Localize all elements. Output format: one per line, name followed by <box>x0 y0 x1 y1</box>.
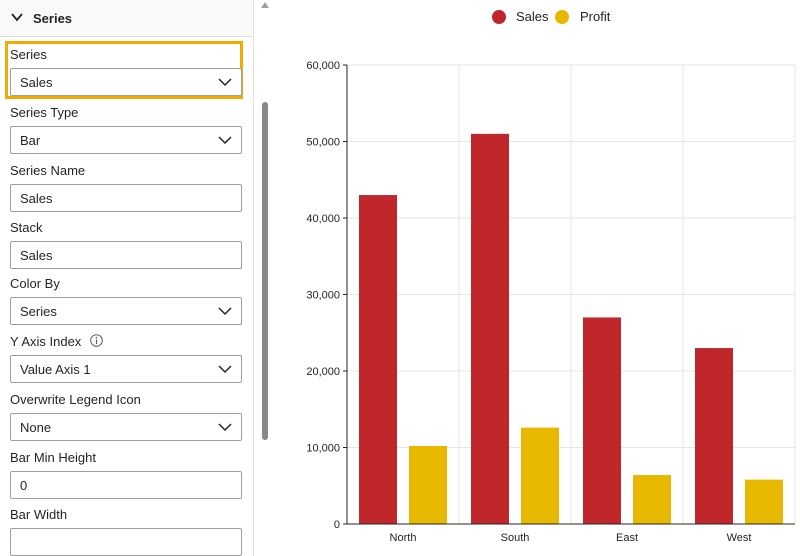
series-dropdown[interactable]: Sales <box>10 68 242 96</box>
y-tick-label: 30,000 <box>306 290 340 302</box>
legend-profit-swatch <box>555 10 569 24</box>
legend-sales-swatch <box>492 10 506 24</box>
chart-container: Sales Profit 0 10,000 20,000 30,000 40,000 50… <box>275 0 800 556</box>
series-type-label: Series Type <box>10 105 79 120</box>
y-axis-index-value: Value Axis 1 <box>20 362 91 377</box>
info-icon[interactable] <box>90 334 103 347</box>
bar-sales-south <box>471 133 509 524</box>
bar-width-label: Bar Width <box>10 507 68 522</box>
scroll-up-arrow-icon[interactable] <box>261 2 269 8</box>
bar-profit-south <box>521 427 559 524</box>
chevron-down-icon <box>218 423 232 432</box>
y-tick-label: 60,000 <box>306 60 340 72</box>
bar-min-height-value: 0 <box>20 478 28 493</box>
bar-sales-north <box>359 195 397 525</box>
stack-input[interactable]: Sales <box>10 241 242 269</box>
series-label: Series <box>10 47 47 62</box>
chevron-down-icon <box>218 136 232 145</box>
bar-sales-west <box>695 348 733 524</box>
bar-profit-west <box>745 479 783 524</box>
y-axis-index-dropdown[interactable]: Value Axis 1 <box>10 355 242 383</box>
chevron-down-icon[interactable] <box>10 10 24 24</box>
scrollbar-thumb[interactable] <box>262 102 268 440</box>
legend-profit-label[interactable]: Profit <box>580 9 611 24</box>
stack-value: Sales <box>20 248 53 263</box>
y-tick-label: 0 <box>334 519 340 531</box>
x-tick-label: South <box>501 532 530 544</box>
x-tick-label: West <box>727 532 752 544</box>
series-dropdown-value: Sales <box>20 75 53 90</box>
overwrite-legend-icon-value: None <box>20 420 52 435</box>
section-title: Series <box>33 11 73 26</box>
x-tick-label: North <box>390 532 417 544</box>
y-tick-label: 10,000 <box>306 443 340 455</box>
bar-min-height-label: Bar Min Height <box>10 450 96 465</box>
bar-chart: 0 10,000 20,000 30,000 40,000 50,000 60,000 Nor… <box>306 60 796 544</box>
overwrite-legend-icon-dropdown[interactable]: None <box>10 413 242 441</box>
overwrite-legend-icon-label: Overwrite Legend Icon <box>10 392 141 407</box>
x-tick-label: East <box>616 532 638 544</box>
chevron-down-icon <box>218 307 232 316</box>
series-name-input[interactable]: Sales <box>10 184 242 212</box>
chevron-down-icon <box>218 365 232 374</box>
bar-sales-east <box>583 317 621 524</box>
bar-width-input[interactable] <box>10 528 242 556</box>
color-by-dropdown[interactable]: Series <box>10 297 242 325</box>
bar-profit-north <box>409 445 447 524</box>
y-tick-label: 40,000 <box>306 213 340 225</box>
series-name-label: Series Name <box>10 163 86 178</box>
color-by-value: Series <box>20 304 57 319</box>
chevron-down-icon <box>218 78 232 87</box>
series-section-header[interactable]: Series <box>0 0 252 37</box>
series-settings-panel: Series Series Sales Series Type Bar Seri… <box>0 0 254 556</box>
y-axis-index-label: Y Axis Index <box>10 334 82 349</box>
series-name-value: Sales <box>20 191 53 206</box>
y-tick-label: 20,000 <box>306 366 340 378</box>
series-type-value: Bar <box>20 133 41 148</box>
series-type-dropdown[interactable]: Bar <box>10 126 242 154</box>
bar-profit-east <box>633 475 671 524</box>
bar-min-height-input[interactable]: 0 <box>10 471 242 499</box>
y-tick-label: 50,000 <box>306 137 340 149</box>
color-by-label: Color By <box>10 276 60 291</box>
stack-label: Stack <box>10 220 43 235</box>
legend-sales-label[interactable]: Sales <box>516 9 549 24</box>
